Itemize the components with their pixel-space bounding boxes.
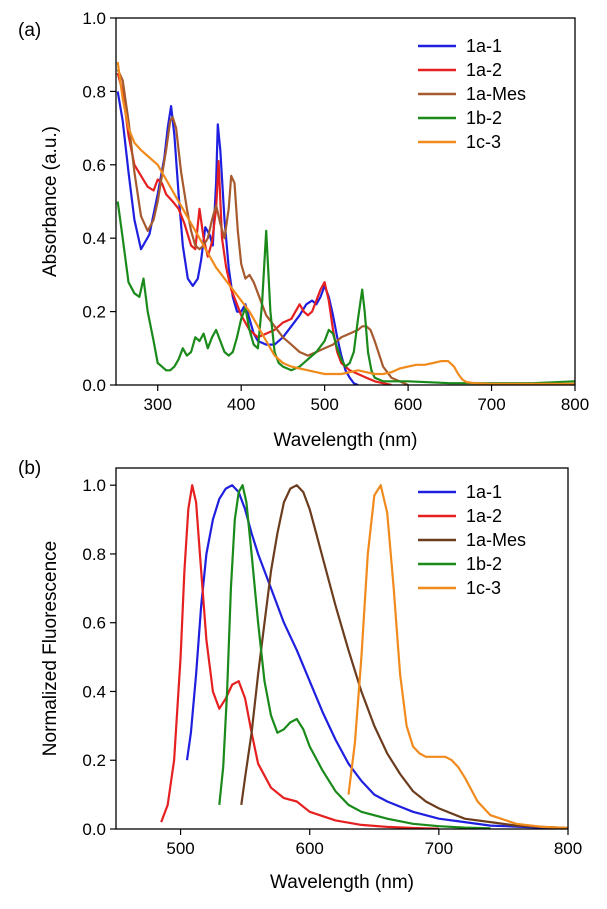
series-line-1a-1	[116, 91, 359, 385]
series-line-1a-2	[116, 72, 392, 385]
x-tick-label: 800	[554, 839, 582, 858]
y-tick-label: 0.4	[82, 229, 106, 248]
legend-label: 1a-Mes	[466, 530, 526, 550]
y-tick-label: 0.4	[82, 682, 106, 701]
x-axis-label: Wavelength (nm)	[274, 430, 418, 451]
series-line-1a-2	[160, 484, 439, 829]
x-tick-label: 500	[166, 839, 194, 858]
y-tick-label: 1.0	[82, 9, 106, 28]
x-tick-label: 600	[394, 395, 422, 414]
chart-panel-a: 300 400 500 600 700 800 0.0 0.2 0.4 0.6 0.8 1.0 Wave…	[18, 9, 589, 451]
y-tick-label: 0.2	[82, 303, 106, 322]
series-line-1b-2	[218, 484, 491, 829]
y-tick-label: 0.8	[82, 82, 106, 101]
x-tick-label: 600	[296, 839, 324, 858]
y-axis-label: Absorbance (a.u.)	[40, 126, 61, 277]
panel-label: (b)	[18, 458, 41, 479]
x-tick-label: 300	[144, 395, 172, 414]
series-line-1a-Mes	[116, 68, 409, 385]
x-tick-label: 400	[227, 395, 255, 414]
x-tick-label: 500	[310, 395, 338, 414]
x-tick-label: 700	[477, 395, 505, 414]
series-line-1c-3	[116, 61, 575, 385]
legend: 1a-1 1a-2 1a-Mes 1b-2 1c-3	[418, 36, 526, 152]
plot-frame	[115, 17, 576, 386]
chart-panel-b: 500 600 700 800 0.0 0.2 0.4 0.6 0.8 1.0 Wavelength…	[18, 458, 582, 893]
y-tick-label: 0.6	[82, 156, 106, 175]
legend-label: 1b-2	[466, 554, 502, 574]
legend-label: 1a-1	[466, 36, 502, 56]
x-axis-label: Wavelength (nm)	[270, 872, 414, 893]
y-axis-label: Normalized Fluorescence	[40, 541, 61, 756]
y-tick-label: 0.8	[82, 545, 106, 564]
series-line-1a-1	[185, 484, 568, 829]
legend-label: 1a-1	[466, 482, 502, 502]
y-tick-label: 0.0	[82, 820, 106, 839]
legend-label: 1a-2	[466, 506, 502, 526]
legend-label: 1b-2	[466, 108, 502, 128]
legend-label: 1a-2	[466, 60, 502, 80]
plot-frame	[115, 467, 569, 830]
x-tick-label: 800	[561, 395, 589, 414]
y-tick-label: 0.0	[82, 376, 106, 395]
legend-label: 1c-3	[466, 578, 501, 598]
legend-label: 1a-Mes	[466, 84, 526, 104]
series-line-1a-Mes	[240, 484, 568, 829]
legend: 1a-1 1a-2 1a-Mes 1b-2 1c-3	[418, 482, 526, 598]
legend-label: 1c-3	[466, 132, 501, 152]
x-tick-label: 700	[425, 839, 453, 858]
y-tick-label: 0.2	[82, 751, 106, 770]
series-line-1c-3	[347, 484, 568, 829]
y-tick-label: 0.6	[82, 614, 106, 633]
series-line-1b-2	[116, 201, 575, 385]
y-tick-label: 1.0	[82, 476, 106, 495]
panel-label: (a)	[18, 20, 41, 41]
